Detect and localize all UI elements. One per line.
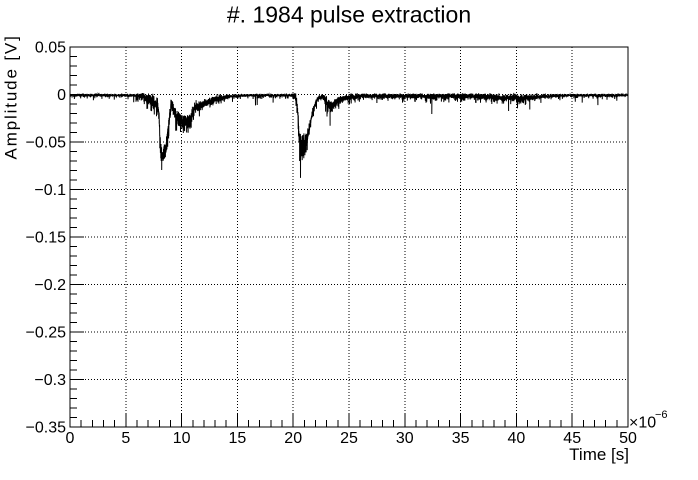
- svg-text:25: 25: [340, 430, 358, 447]
- svg-text:15: 15: [229, 430, 247, 447]
- svg-text:35: 35: [452, 430, 470, 447]
- svg-text:Time [s]: Time [s]: [569, 445, 629, 464]
- svg-text:5: 5: [121, 430, 130, 447]
- svg-text:40: 40: [508, 430, 526, 447]
- svg-text:20: 20: [284, 430, 302, 447]
- svg-text:50: 50: [619, 430, 637, 447]
- svg-text:30: 30: [396, 430, 414, 447]
- svg-text:×10: ×10: [629, 415, 656, 432]
- svg-text:0: 0: [57, 87, 66, 104]
- svg-text:Amplitude [V]: Amplitude [V]: [2, 34, 21, 159]
- svg-text:−0.3: −0.3: [34, 372, 66, 389]
- svg-text:−0.1: −0.1: [34, 182, 66, 199]
- svg-text:10: 10: [173, 430, 191, 447]
- svg-text:45: 45: [563, 430, 581, 447]
- svg-text:0: 0: [66, 430, 75, 447]
- svg-text:#. 1984 pulse extraction: #. 1984 pulse extraction: [227, 2, 471, 28]
- svg-text:−0.05: −0.05: [26, 135, 67, 152]
- svg-text:−0.35: −0.35: [26, 420, 67, 437]
- svg-text:−0.25: −0.25: [26, 325, 67, 342]
- svg-text:−0.2: −0.2: [34, 277, 66, 294]
- svg-text:−6: −6: [655, 409, 668, 421]
- svg-text:0.05: 0.05: [35, 40, 66, 57]
- svg-text:−0.15: −0.15: [26, 230, 67, 247]
